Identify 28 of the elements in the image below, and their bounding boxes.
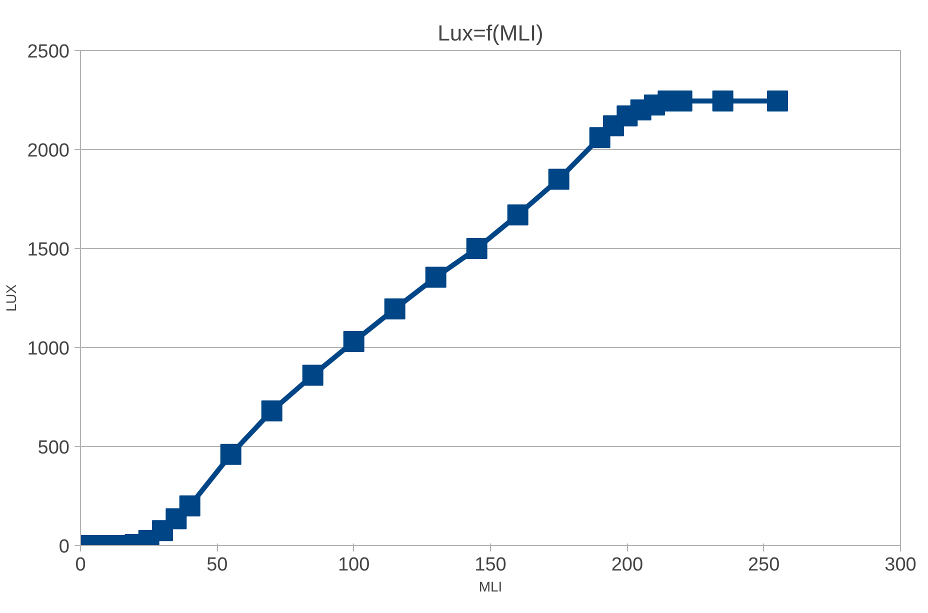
x-tick-label: 250: [748, 554, 780, 576]
x-tick-label: 100: [338, 554, 370, 576]
point: [302, 364, 324, 386]
point: [384, 298, 406, 320]
point: [261, 400, 282, 422]
y-tick-label: 0: [58, 536, 70, 558]
point: [179, 495, 200, 516]
y-tick-label: 1000: [27, 338, 70, 360]
point: [548, 168, 570, 190]
x-tick-label: 150: [474, 554, 506, 576]
x-tick-label: 50: [206, 554, 228, 576]
y-tick-label: 2000: [27, 140, 70, 162]
chart-title: Lux=f(MLI): [438, 20, 544, 46]
x-axis-title: MLI: [478, 578, 502, 594]
point: [343, 331, 364, 352]
x-tick-label: 300: [884, 554, 916, 576]
point: [767, 90, 788, 112]
point: [220, 444, 242, 465]
point: [712, 90, 734, 112]
point: [507, 204, 528, 226]
y-tick-label: 2500: [27, 42, 70, 62]
y-axis-title: LUX: [3, 284, 20, 312]
y-tick-label: 500: [38, 438, 70, 458]
x-tick-label: 0: [75, 554, 86, 576]
point: [466, 238, 488, 259]
y-tick-label: 1500: [27, 240, 70, 260]
point: [425, 266, 446, 288]
x-tick-label: 200: [611, 554, 644, 576]
